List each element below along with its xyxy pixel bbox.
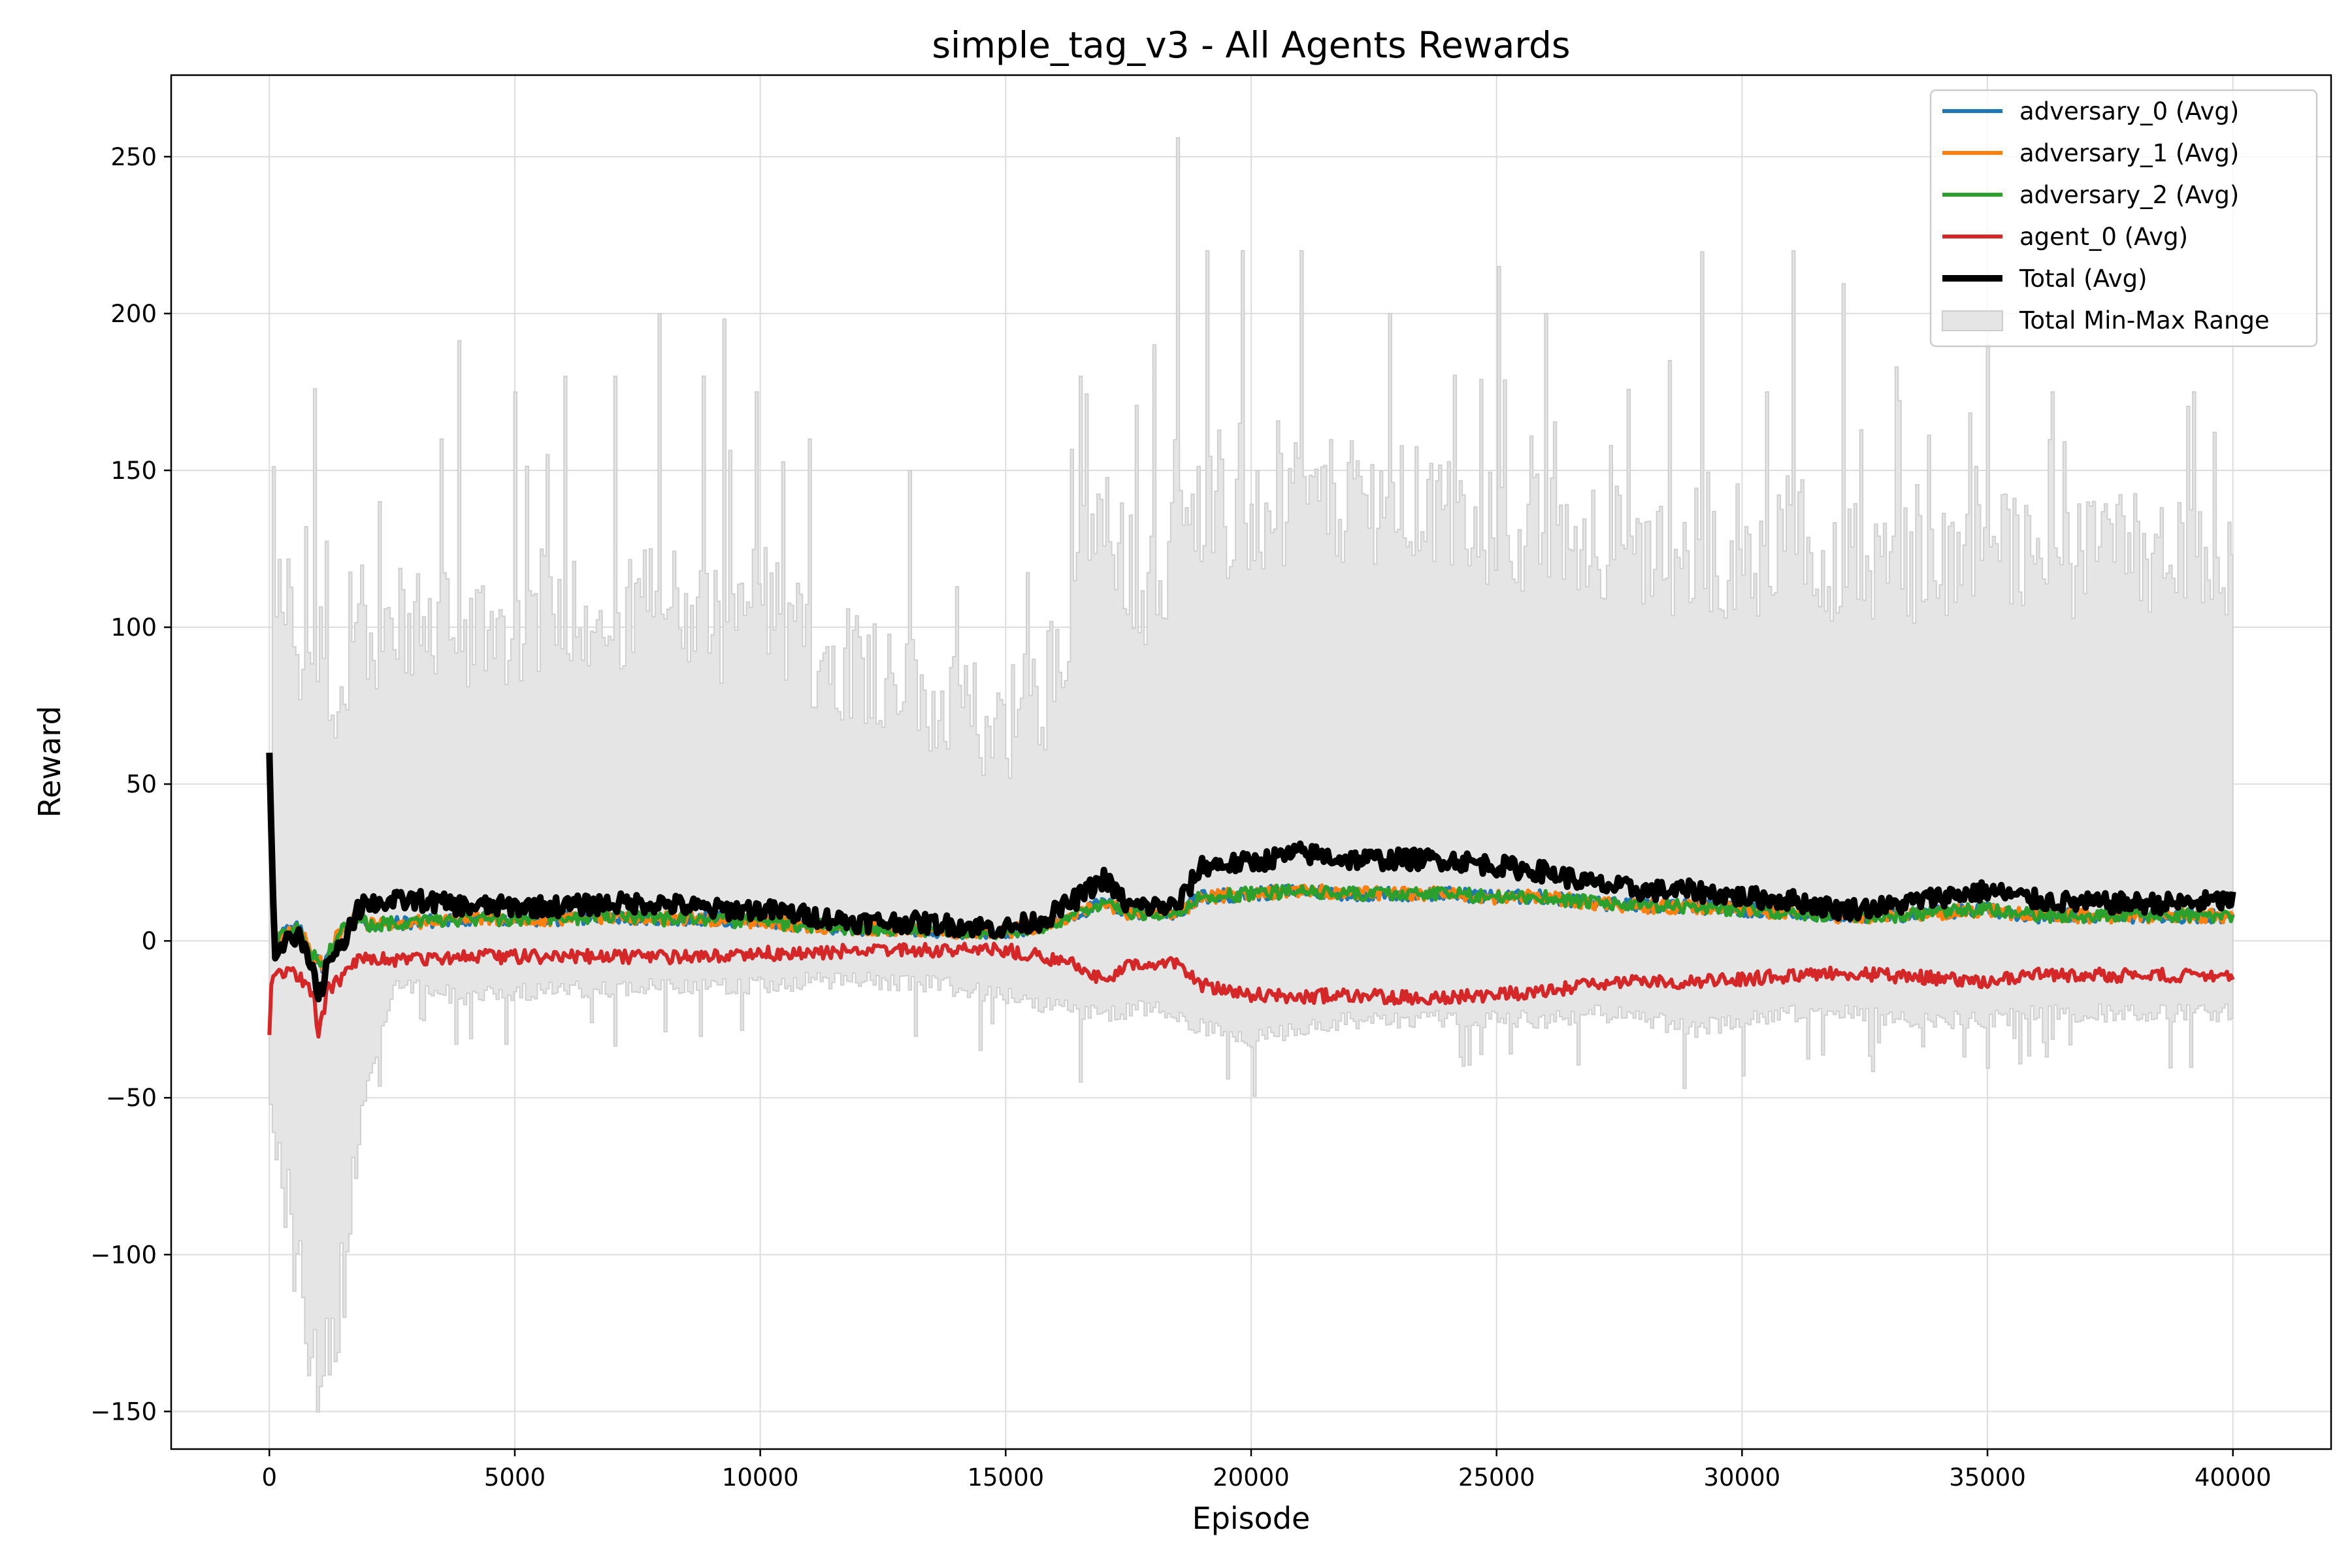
axis-ticks: 0 5000 10000 15000 20000 25000 30000 35000 40000…: [90, 143, 2271, 1492]
legend-total-min-max-range-swatch: [1942, 310, 2003, 331]
legend-agent-0-avg-label: agent_0 (Avg): [2019, 223, 2188, 251]
y-axis-label: Reward: [32, 706, 67, 817]
y-tick-label-3: 0: [141, 927, 157, 955]
legend-total-avg-label: Total (Avg): [2019, 265, 2148, 293]
series-line-agent-0-avg: [267, 941, 2235, 1039]
y-tick-label-5: 100: [110, 613, 157, 642]
legend-box: [1929, 89, 2318, 348]
y-tick-label-0: −150: [90, 1397, 157, 1426]
x-tick-label-8: 40000: [2195, 1463, 2272, 1492]
series-line-total-avg: [266, 752, 2236, 1003]
series-lines: [266, 752, 2236, 1039]
x-tick-label-3: 15000: [967, 1463, 1044, 1492]
legend-adversary-2-avg-label: adversary_2 (Avg): [2019, 181, 2239, 209]
x-axis-label: Episode: [1192, 1501, 1311, 1536]
x-tick-label-6: 30000: [1704, 1463, 1781, 1492]
legend-adversary-1-avg-label: adversary_1 (Avg): [2019, 139, 2239, 167]
x-tick-label-7: 35000: [1949, 1463, 2026, 1492]
y-tick-label-6: 150: [110, 457, 157, 485]
legend-total-min-max-range-label: Total Min-Max Range: [2019, 306, 2270, 335]
x-tick-label-0: 0: [261, 1463, 277, 1492]
x-tick-label-4: 20000: [1213, 1463, 1290, 1492]
legend-adversary-0-avg-label: adversary_0 (Avg): [2019, 97, 2239, 125]
x-tick-label-2: 10000: [722, 1463, 799, 1492]
y-tick-label-1: −100: [90, 1241, 157, 1269]
y-tick-label-7: 200: [110, 300, 157, 328]
x-tick-label-5: 25000: [1458, 1463, 1535, 1492]
y-tick-label-8: 250: [110, 143, 157, 171]
y-tick-label-4: 50: [126, 770, 157, 798]
range-band: [269, 137, 2234, 1413]
y-tick-label-2: −50: [106, 1084, 157, 1112]
legend: adversary_0 (Avg) adversary_1 (Avg) advers…: [1929, 89, 2318, 348]
chart-title: simple_tag_v3 - All Agents Rewards: [932, 24, 1570, 66]
x-tick-label-1: 5000: [484, 1463, 546, 1492]
min-max-range-band: [269, 137, 2234, 1413]
